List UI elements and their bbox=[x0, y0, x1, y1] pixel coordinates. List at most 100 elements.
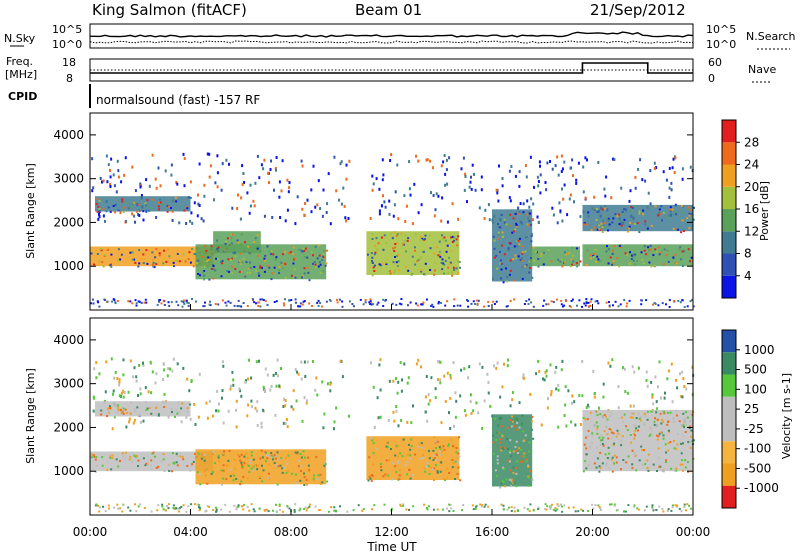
echo-speckle bbox=[442, 262, 444, 265]
echo-speckle bbox=[542, 263, 545, 266]
echo-speckle bbox=[640, 211, 642, 214]
echo-speckle bbox=[499, 441, 502, 444]
echo-speckle bbox=[138, 203, 141, 206]
echo-speckle bbox=[669, 206, 672, 209]
noise-pixel bbox=[453, 298, 456, 301]
echo-speckle bbox=[571, 254, 574, 257]
echo-speckle bbox=[514, 257, 517, 260]
noise-pixel bbox=[303, 360, 306, 364]
echo-speckle bbox=[665, 459, 667, 462]
noise-pixel bbox=[496, 191, 499, 195]
echo-speckle bbox=[284, 263, 287, 266]
noise-pixel bbox=[198, 162, 201, 166]
echo-speckle bbox=[100, 409, 103, 412]
echo-speckle bbox=[275, 455, 278, 458]
noise-pixel bbox=[401, 378, 403, 382]
echo-speckle bbox=[523, 452, 526, 455]
echo-speckle bbox=[510, 478, 513, 481]
echo-speckle bbox=[319, 271, 322, 274]
noise-pixel bbox=[510, 165, 513, 168]
echo-speckle bbox=[591, 432, 594, 435]
noise-pixel bbox=[609, 503, 611, 506]
noise-pixel bbox=[526, 199, 529, 203]
echo-speckle bbox=[371, 274, 374, 277]
noise-pixel bbox=[692, 305, 695, 308]
noise-pixel bbox=[470, 412, 473, 415]
noise-pixel bbox=[221, 162, 224, 166]
noise-pixel bbox=[167, 301, 170, 304]
echo-speckle bbox=[240, 464, 243, 466]
echo-speckle bbox=[508, 214, 511, 217]
echo-speckle bbox=[129, 251, 132, 254]
noise-pixel bbox=[466, 200, 468, 204]
echo-speckle bbox=[604, 225, 607, 228]
noise-pixel bbox=[150, 510, 153, 513]
echo-speckle bbox=[515, 472, 518, 475]
noise-pixel bbox=[286, 208, 289, 212]
echo-speckle bbox=[192, 460, 195, 463]
noise-pixel bbox=[586, 158, 588, 162]
echo-speckle bbox=[500, 213, 503, 216]
echo-speckle bbox=[497, 272, 500, 274]
noise-pixel bbox=[664, 391, 666, 395]
echo-speckle bbox=[601, 438, 604, 441]
colorbar-cell bbox=[722, 396, 736, 420]
echo-speckle bbox=[162, 453, 165, 455]
noise-pixel bbox=[253, 510, 256, 513]
noise-pixel bbox=[551, 206, 554, 210]
echo-speckle bbox=[395, 261, 398, 264]
noise-pixel bbox=[236, 207, 239, 210]
echo-speckle bbox=[270, 456, 273, 459]
noise-pixel bbox=[473, 172, 475, 176]
noise-pixel bbox=[507, 305, 509, 307]
noise-pixel bbox=[477, 299, 480, 302]
echo-speckle bbox=[221, 262, 224, 265]
noise-pixel bbox=[299, 302, 302, 305]
echo-speckle bbox=[197, 259, 200, 262]
noise-pixel bbox=[422, 301, 425, 304]
noise-pixel bbox=[467, 305, 470, 308]
noise-pixel bbox=[137, 505, 140, 508]
freq-units-label: [MHz] bbox=[5, 68, 37, 81]
noise-pixel bbox=[224, 301, 227, 304]
noise-pixel bbox=[416, 304, 419, 307]
echo-speckle bbox=[496, 462, 499, 465]
echo-speckle bbox=[202, 271, 205, 274]
echo-speckle bbox=[419, 457, 422, 460]
noise-pixel bbox=[375, 177, 378, 181]
noise-pixel bbox=[314, 205, 317, 209]
echo-speckle bbox=[662, 263, 665, 266]
noise-pixel bbox=[459, 304, 462, 307]
noise-pixel bbox=[369, 298, 372, 301]
echo-speckle bbox=[249, 271, 251, 274]
noise-pixel bbox=[284, 422, 287, 426]
echo-speckle bbox=[642, 213, 645, 216]
echo-speckle bbox=[172, 452, 174, 455]
noise-pixel bbox=[283, 397, 286, 401]
echo-speckle bbox=[621, 435, 624, 438]
nave-tick-top: 60 bbox=[708, 56, 722, 69]
noise-pixel bbox=[441, 196, 444, 200]
echo-speckle bbox=[516, 421, 519, 424]
noise-pixel bbox=[395, 405, 398, 409]
noise-pixel bbox=[113, 506, 116, 509]
echo-speckle bbox=[428, 234, 431, 237]
echo-speckle bbox=[447, 266, 450, 269]
echo-speckle bbox=[230, 237, 233, 240]
noise-pixel bbox=[113, 184, 116, 188]
echo-speckle bbox=[650, 265, 653, 268]
echo-speckle bbox=[522, 430, 525, 433]
echo-speckle bbox=[370, 479, 373, 482]
noise-pixel bbox=[259, 298, 262, 301]
noise-pixel bbox=[236, 305, 239, 308]
noise-pixel bbox=[381, 158, 384, 162]
noise-pixel bbox=[345, 177, 348, 181]
echo-speckle bbox=[94, 458, 97, 461]
noise-pixel bbox=[511, 398, 514, 402]
noise-pixel bbox=[587, 405, 590, 409]
echo-speckle bbox=[456, 472, 459, 475]
noise-pixel bbox=[537, 506, 540, 509]
noise-pixel bbox=[507, 358, 509, 362]
echo-speckle bbox=[615, 461, 618, 464]
